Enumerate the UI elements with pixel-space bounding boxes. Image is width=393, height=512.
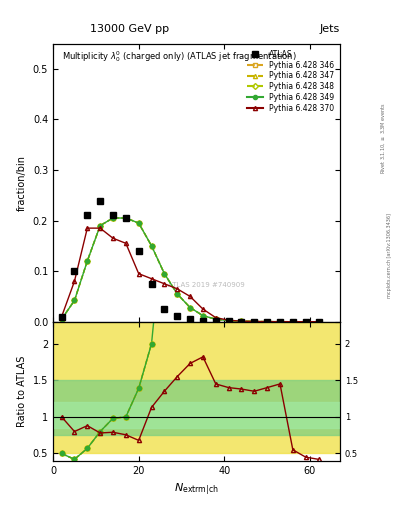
ATLAS [162, 306, 167, 312]
ATLAS [123, 215, 128, 221]
ATLAS [72, 268, 77, 274]
Legend: ATLAS, Pythia 6.428 346, Pythia 6.428 347, Pythia 6.428 348, Pythia 6.428 349, P: ATLAS, Pythia 6.428 346, Pythia 6.428 34… [245, 47, 336, 116]
Bar [53, 322, 340, 454]
Text: 13000 GeV pp: 13000 GeV pp [90, 24, 169, 34]
ATLAS [59, 313, 64, 319]
ATLAS [316, 318, 321, 325]
Text: Rivet 3.1.10, $\geq$ 3.3M events: Rivet 3.1.10, $\geq$ 3.3M events [379, 102, 387, 174]
ATLAS [239, 318, 244, 325]
ATLAS [175, 312, 180, 318]
ATLAS [188, 316, 193, 322]
Y-axis label: Ratio to ATLAS: Ratio to ATLAS [17, 355, 27, 427]
ATLAS [98, 198, 103, 204]
Text: Jets: Jets [320, 24, 340, 34]
X-axis label: $N_{\mathrm{extrm|ch}}$: $N_{\mathrm{extrm|ch}}$ [174, 481, 219, 497]
Line: ATLAS: ATLAS [59, 199, 321, 325]
ATLAS [277, 318, 282, 325]
ATLAS [136, 248, 141, 254]
ATLAS [85, 212, 90, 219]
ATLAS [252, 318, 257, 325]
Text: Multiplicity $\lambda_0^0$ (charged only) (ATLAS jet fragmentation): Multiplicity $\lambda_0^0$ (charged only… [62, 49, 296, 64]
ATLAS [303, 318, 308, 325]
ATLAS [290, 318, 295, 325]
Bar [53, 402, 340, 428]
Text: mcplots.cern.ch [arXiv:1306.3436]: mcplots.cern.ch [arXiv:1306.3436] [387, 214, 391, 298]
ATLAS [213, 318, 218, 324]
ATLAS [265, 318, 270, 325]
Text: ATLAS 2019 #740909: ATLAS 2019 #740909 [168, 282, 244, 288]
Y-axis label: fraction/bin: fraction/bin [17, 155, 27, 210]
ATLAS [149, 281, 154, 287]
ATLAS [111, 212, 116, 219]
ATLAS [226, 318, 231, 325]
ATLAS [200, 317, 205, 324]
Bar [53, 380, 340, 435]
